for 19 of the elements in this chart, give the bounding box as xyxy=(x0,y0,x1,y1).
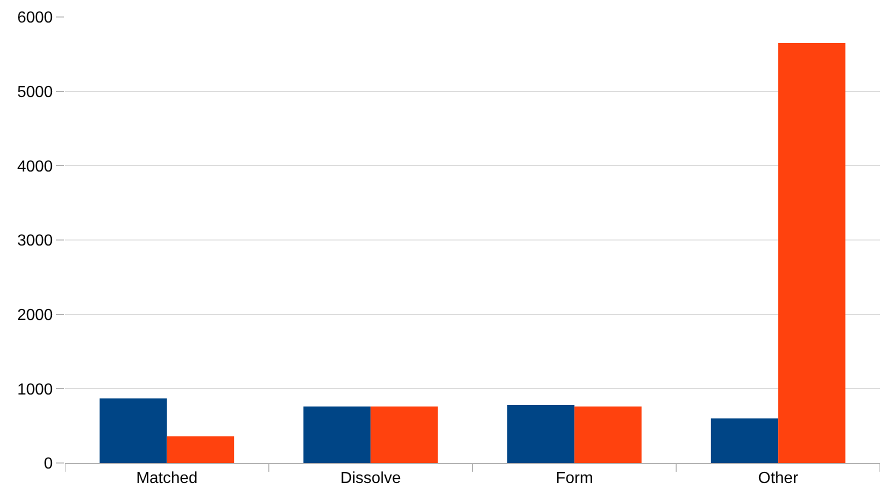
bar xyxy=(778,43,846,463)
bar xyxy=(507,405,574,463)
y-tick-label: 1000 xyxy=(17,381,53,398)
y-tick-label: 0 xyxy=(44,456,53,473)
bar xyxy=(574,406,642,463)
bar xyxy=(370,406,438,463)
bar xyxy=(166,436,234,463)
x-tick-label: Other xyxy=(758,470,799,488)
x-tick-label: Dissolve xyxy=(340,470,401,488)
bar xyxy=(100,398,167,463)
y-tick-label: 3000 xyxy=(17,232,53,250)
y-tick-label: 6000 xyxy=(17,10,53,27)
bar xyxy=(710,418,778,463)
y-tick-label: 5000 xyxy=(17,84,53,101)
bar xyxy=(303,406,371,463)
y-tick-label: 4000 xyxy=(17,158,53,176)
x-tick-label: Form xyxy=(556,470,594,488)
x-tick-label: Matched xyxy=(136,470,198,488)
y-tick-label: 2000 xyxy=(17,306,53,324)
